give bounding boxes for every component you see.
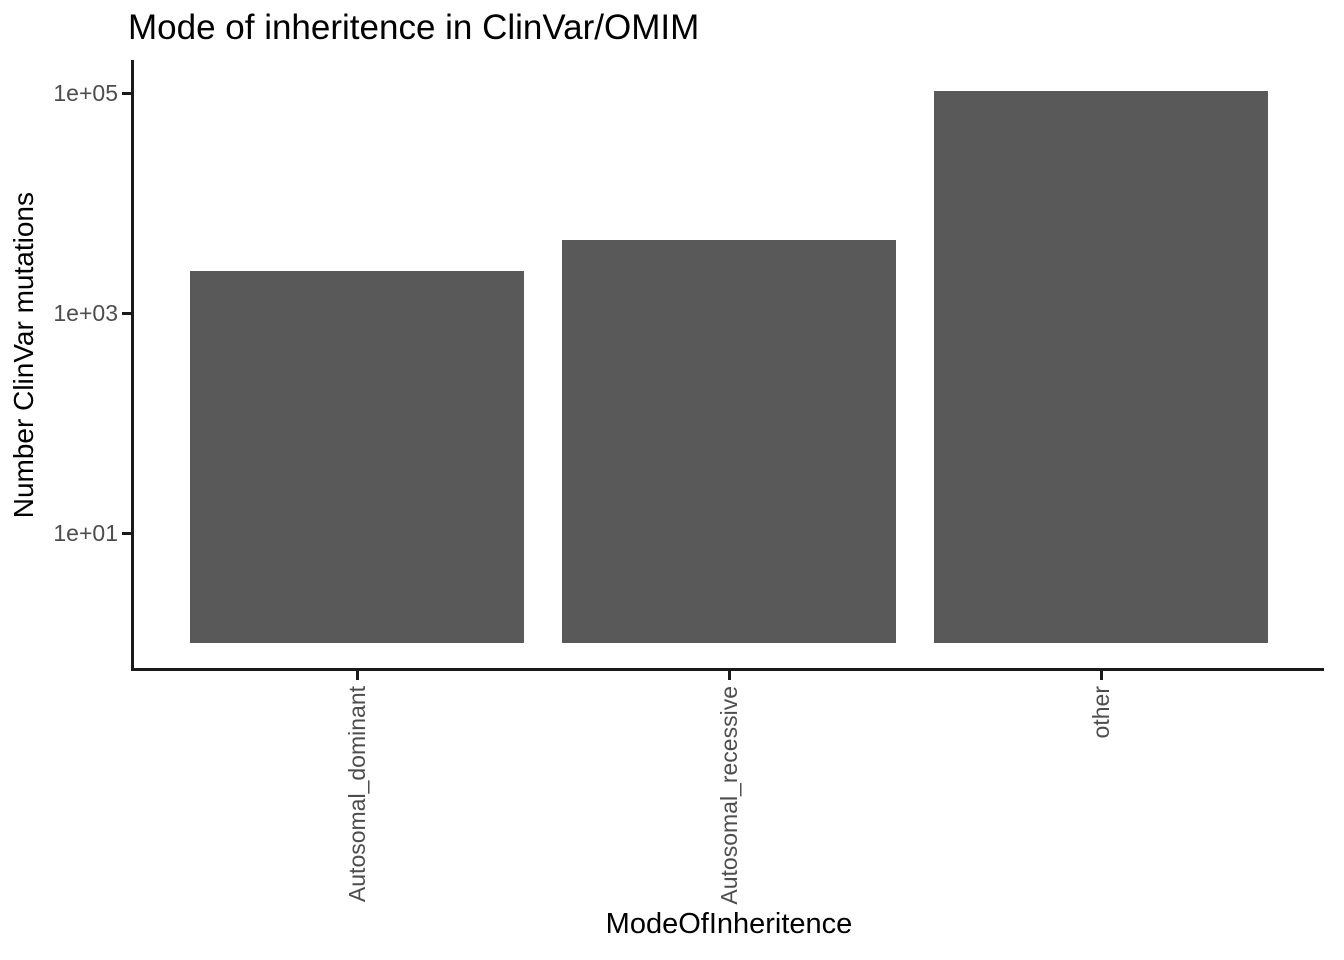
x-tick-label: Autosomal_recessive [716,686,742,905]
chart-title: Mode of inheritence in ClinVar/OMIM [128,8,700,47]
x-tick-mark [1099,671,1103,680]
x-axis-title: ModeOfInheritence [605,908,853,940]
x-tick-mark [356,671,360,680]
bar-autosomal_recessive [561,240,897,643]
x-tick-mark [728,671,731,680]
x-tick-label: other [1087,686,1114,739]
y-axis-line [131,60,134,671]
y-tick-mark [122,532,131,535]
y-tick-mark [122,312,131,315]
y-tick-mark [122,92,131,95]
bar-other [933,91,1269,643]
y-tick-label: 1e+01 [53,520,118,546]
y-tick-label: 1e+05 [53,80,118,106]
x-axis-line [131,668,1324,671]
x-tick-label: Autosomal_dominant [344,686,371,903]
y-axis-title: Number ClinVar mutations [8,192,39,519]
y-tick-label: 1e+03 [53,300,118,326]
bar-autosomal_dominant [189,271,525,643]
